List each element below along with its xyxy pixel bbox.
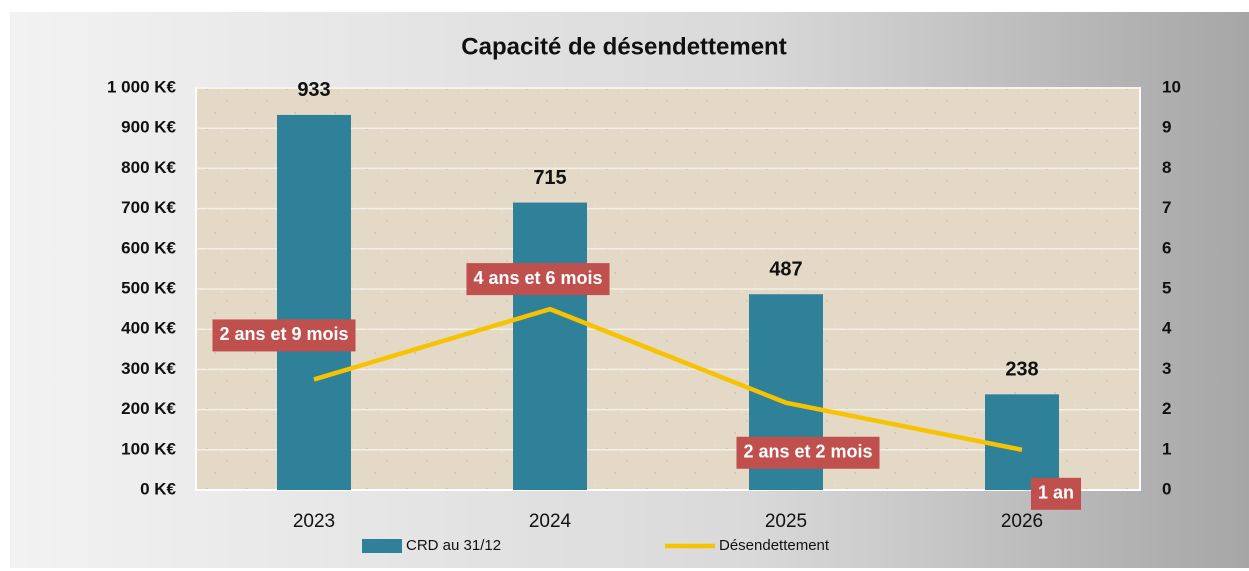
y-tick-label: 900 K€ [121, 118, 176, 137]
y2-tick-label: 10 [1162, 77, 1181, 96]
y2-tick-label: 2 [1162, 399, 1171, 418]
y-tick-label: 600 K€ [121, 238, 176, 257]
line-label-box [736, 436, 880, 469]
y2-tick-label: 7 [1162, 198, 1171, 217]
y-tick-label: 0 K€ [140, 479, 176, 498]
x-tick-label: 2024 [529, 511, 572, 532]
y-tick-label: 500 K€ [121, 278, 176, 297]
bar-value-label: 715 [533, 167, 566, 189]
y-tick-label: 400 K€ [121, 319, 176, 338]
line-label-box [1030, 477, 1082, 510]
y-tick-label: 700 K€ [121, 198, 176, 217]
chart-title: Capacité de désendettement [461, 33, 786, 60]
line-value-label: 1 an [1038, 483, 1074, 503]
x-tick-label: 2025 [765, 511, 807, 532]
y-tick-label: 100 K€ [121, 439, 176, 458]
line-value-label: 2 ans et 2 mois [743, 442, 872, 462]
line-label-box [466, 263, 610, 296]
y2-tick-label: 9 [1162, 118, 1171, 137]
y2-tick-label: 1 [1162, 439, 1171, 458]
y2-tick-label: 8 [1162, 158, 1171, 177]
line-label-box [212, 319, 356, 352]
y2-tick-label: 0 [1162, 479, 1171, 498]
bar-value-label: 933 [297, 79, 330, 101]
line-value-label: 4 ans et 6 mois [473, 268, 602, 288]
bar-value-label: 487 [769, 259, 802, 281]
y2-tick-label: 3 [1162, 359, 1171, 378]
line [313, 306, 1023, 453]
bar-value-label: 238 [1005, 359, 1038, 381]
y-tick-label: 1 000 K€ [107, 77, 177, 96]
y-tick-label: 200 K€ [121, 399, 176, 418]
bar [985, 394, 1059, 490]
legend-label: Désendettement [719, 537, 830, 554]
legend-swatch [362, 539, 402, 553]
legend-label: CRD au 31/12 [406, 537, 501, 554]
y2-tick-label: 4 [1162, 319, 1172, 338]
y-tick-label: 300 K€ [121, 359, 176, 378]
y2-tick-label: 5 [1162, 278, 1171, 297]
y-tick-label: 800 K€ [121, 158, 176, 177]
x-tick-label: 2023 [293, 511, 335, 532]
bar [277, 114, 351, 491]
x-tick-label: 2026 [1001, 511, 1043, 532]
line-value-label: 2 ans et 9 mois [219, 324, 348, 344]
y2-tick-label: 6 [1162, 238, 1171, 257]
bar [513, 202, 587, 490]
